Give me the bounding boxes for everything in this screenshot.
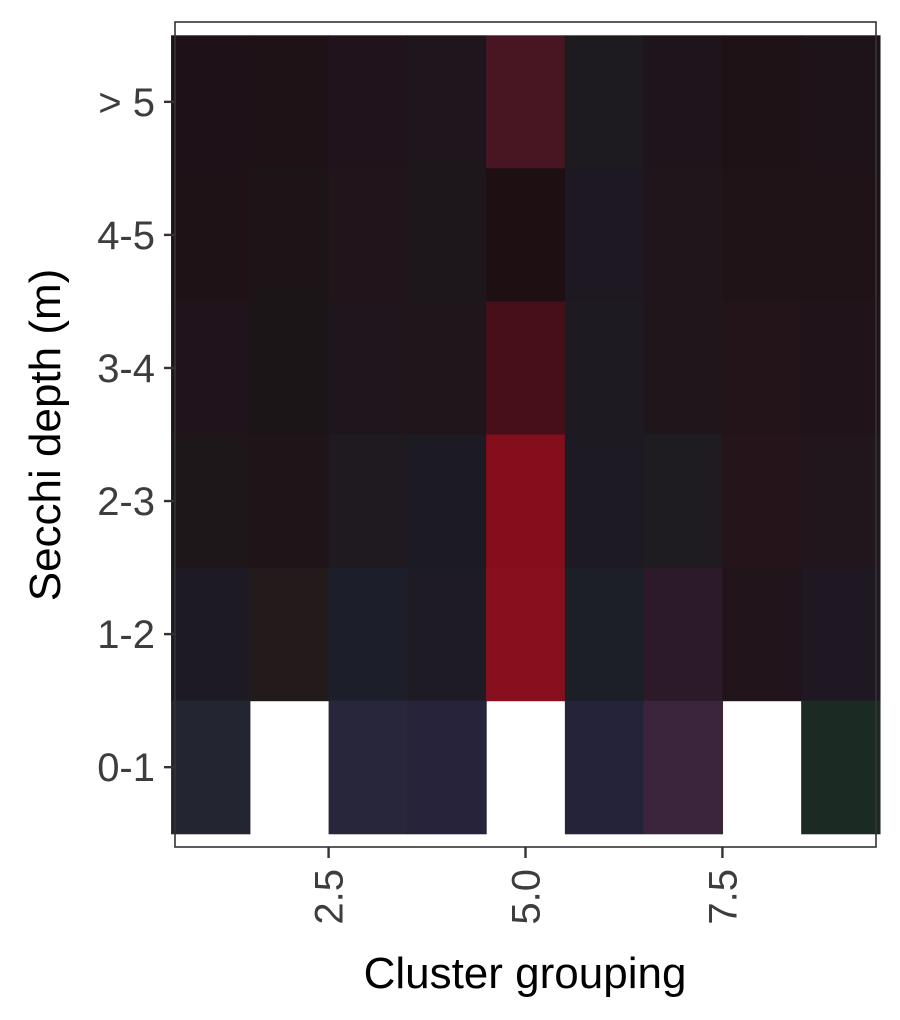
heatmap-cell [722,35,802,169]
heatmap-cell [249,168,330,303]
heatmap-cell [171,35,251,169]
heatmap-cell [486,567,566,702]
heatmap-cell [407,434,487,569]
heatmap-cell [328,301,408,436]
y-tick-label: 3-4 [97,347,155,391]
x-tick-label: 2.5 [308,869,352,925]
heatmap-cell [171,700,251,835]
heatmap-cell [801,434,881,569]
x-axis-title: Cluster grouping [364,949,687,998]
heatmap-cell [564,567,645,702]
heatmap-cell [643,35,724,169]
heatmap-cell [249,301,330,436]
heatmap-cell [328,434,408,569]
heatmap-cell [801,168,881,303]
heatmap-cell [564,434,645,569]
heatmap-cell [407,700,487,835]
heatmap-cell [486,301,566,436]
x-tick-label: 5.0 [505,869,549,925]
heatmap-cell [801,567,881,702]
heatmap-cell [328,700,408,835]
heatmap-cell [171,567,251,702]
heatmap-cell [249,35,330,169]
heatmap-cell [564,35,645,169]
heatmap-cell [643,301,724,436]
heatmap-cell [171,301,251,436]
heatmap-cell [328,567,408,702]
heatmap-cell [486,434,566,569]
heatmap-cell [486,168,566,303]
heatmap-cell [328,168,408,303]
heatmap-cell [722,301,802,436]
y-tick-label: 2-3 [97,480,155,524]
heatmap-cell [564,168,645,303]
heatmap-cell [564,700,645,835]
heatmap-cell [249,434,330,569]
heatmap-cell [643,168,724,303]
y-axis-title: Secchi depth (m) [21,269,70,602]
heatmap-cell [407,168,487,303]
heatmap-cell [722,434,802,569]
heatmap-cell [643,434,724,569]
heatmap-cells [171,35,881,835]
heatmap-cell [486,35,566,169]
heatmap-cell [643,700,724,835]
x-tick-label: 7.5 [701,869,745,925]
heatmap-cell [801,35,881,169]
heatmap-cell [407,567,487,702]
heatmap-cell [171,168,251,303]
heatmap-cell [722,567,802,702]
heatmap-cell [249,567,330,702]
heatmap-cell [643,567,724,702]
y-tick-label: > 5 [98,81,155,125]
heatmap-cell [722,168,802,303]
heatmap-cell [407,301,487,436]
heatmap-cell [564,301,645,436]
y-tick-label: 1-2 [97,613,155,657]
y-axis: 0-1 1-2 2-3 3-4 4-5 > 5 [97,81,175,790]
heatmap-cell [407,35,487,169]
heatmap-cell [801,301,881,436]
heatmap-cell [801,700,881,835]
y-tick-label: 0-1 [97,746,155,790]
x-axis: 2.5 5.0 7.5 [308,847,745,925]
heatmap-cell [328,35,408,169]
heatmap-cell [171,434,251,569]
y-tick-label: 4-5 [97,214,155,258]
